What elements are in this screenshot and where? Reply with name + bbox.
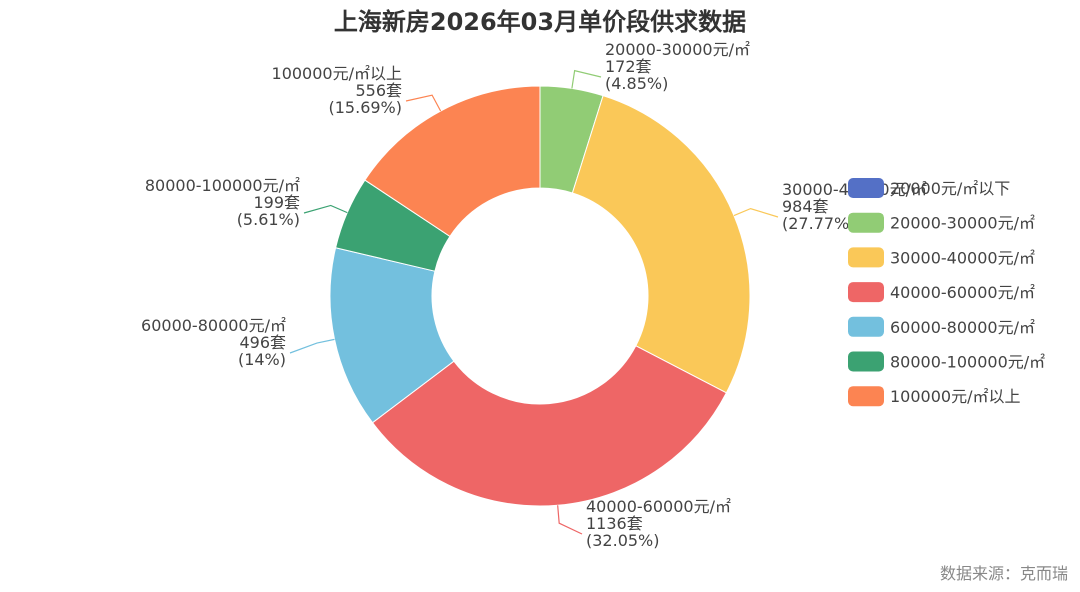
legend-item-20000[interactable]: 20000元/㎡以下 [848,178,1010,198]
legend-swatch [848,282,884,303]
label-count: 1136套 [586,514,643,533]
chart-title: 上海新房2026年03月单价段供求数据 [333,8,747,36]
label-range: 20000-30000元/㎡ [605,40,750,59]
label-count: 556套 [355,81,402,100]
slice-label-20000-30000: 20000-30000元/㎡ 172套(4.85%) [605,40,750,93]
label-range: 60000-80000元/㎡ [141,316,286,335]
slice-60000-80000[interactable] [329,247,455,424]
legend-swatch [848,247,884,268]
legend-label: 100000元/㎡以上 [890,387,1020,406]
donut-slices [329,85,751,507]
legend-label: 80000-100000元/㎡ [890,353,1045,372]
leader-line-40000-60000 [557,505,583,535]
legend-swatch [848,316,884,337]
slice-label-40000-60000: 40000-60000元/㎡ 1136套(32.05%) [586,497,731,550]
legend-label: 20000元/㎡以下 [890,179,1010,198]
leader-line-20000-30000 [571,69,602,89]
label-count: 496套 [239,333,286,352]
label-range: 40000-60000元/㎡ [586,497,731,516]
slice-label-100000: 100000元/㎡以上 556套(15.69%) [272,64,402,117]
legend-swatch [848,212,884,233]
label-range: 80000-100000元/㎡ [145,176,300,195]
label-percent: (27.77%) [782,214,856,233]
label-count: 199套 [253,193,300,212]
label-percent: (14%) [238,350,286,369]
label-range: 100000元/㎡以上 [272,64,402,83]
legend-label: 40000-60000元/㎡ [890,283,1035,302]
legend: 20000元/㎡以下 20000-30000元/㎡ 30000-40000元/㎡ 40… [848,178,1045,407]
legend-label: 30000-40000元/㎡ [890,248,1035,267]
leader-line-80000-100000 [303,204,348,214]
label-percent: (4.85%) [605,74,668,93]
slice-label-30000-40000: 30000-40000元/㎡984套(27.77%) [782,180,927,233]
label-percent: (5.61%) [237,210,300,229]
slice-40000-60000[interactable] [371,345,728,507]
legend-item-60000-80000[interactable]: 60000-80000元/㎡ [848,316,1035,337]
legend-item-100000[interactable]: 100000元/㎡以上 [848,386,1020,407]
legend-swatch [848,178,884,198]
leader-line-60000-80000 [289,338,335,354]
slice-label-80000-100000: 80000-100000元/㎡ 199套(5.61%) [145,176,300,229]
legend-item-20000-30000[interactable]: 20000-30000元/㎡ [848,212,1035,233]
legend-label: 60000-80000元/㎡ [890,318,1035,337]
leader-line-100000 [405,94,442,112]
leader-line-30000-40000 [733,207,779,218]
data-source: 数据来源：克而瑞 [939,564,1068,583]
legend-swatch [848,386,884,407]
legend-item-30000-40000[interactable]: 30000-40000元/㎡ [848,247,1035,268]
slice-label-60000-80000: 60000-80000元/㎡ 496套(14%) [141,316,286,369]
legend-item-80000-100000[interactable]: 80000-100000元/㎡ [848,351,1045,372]
label-count: 984套 [782,197,829,216]
label-percent: (15.69%) [329,98,403,117]
slice-100000[interactable] [364,85,541,238]
label-percent: (32.05%) [586,531,660,550]
slice-30000-40000[interactable] [571,95,751,394]
legend-label: 20000-30000元/㎡ [890,214,1035,233]
legend-swatch [848,351,884,372]
legend-item-40000-60000[interactable]: 40000-60000元/㎡ [848,282,1035,303]
label-count: 172套 [605,57,652,76]
